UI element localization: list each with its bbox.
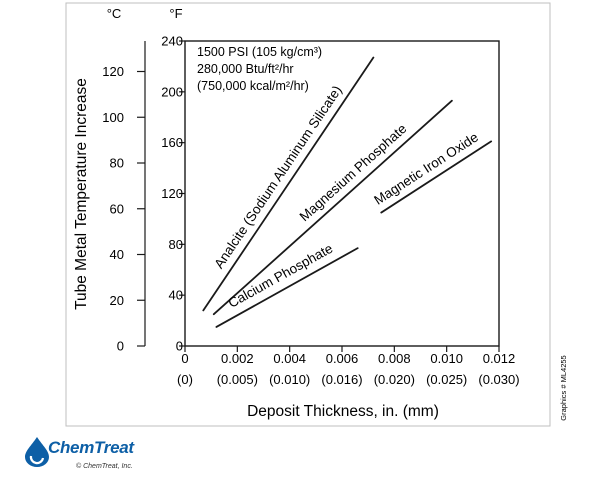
logo-name: ChemTreat — [48, 438, 134, 457]
x-tick-label-mm: (0.020) — [374, 372, 415, 387]
y-tick-label-f: 0 — [176, 339, 183, 354]
x-tick-label-in: 0.010 — [430, 351, 463, 366]
y-tick-label-f: 240 — [161, 34, 183, 49]
celsius-unit-label: °C — [107, 6, 122, 21]
series-line — [212, 99, 453, 316]
y-tick-label-f: 160 — [161, 135, 183, 150]
y-tick-label-c: 80 — [110, 156, 124, 171]
x-tick-label-in: 0 — [181, 351, 188, 366]
logo-drop-icon — [25, 437, 49, 467]
y-tick-label-c: 20 — [110, 293, 124, 308]
x-tick-label-mm: (0.025) — [426, 372, 467, 387]
x-tick-label-mm: (0.005) — [217, 372, 258, 387]
x-axis-title: Deposit Thickness, in. (mm) — [247, 403, 439, 420]
graphics-id-note: Graphics # ML4255 — [559, 355, 568, 420]
y-tick-label-c: 60 — [110, 201, 124, 216]
x-tick-label-in: 0.002 — [221, 351, 254, 366]
x-tick-label-in: 0.006 — [326, 351, 359, 366]
series-layer: Analcite (Sodium Aluminum Silicate)Magne… — [202, 56, 493, 328]
y-tick-label-f: 40 — [169, 288, 183, 303]
y-tick-label-c: 100 — [102, 110, 124, 125]
series-line — [202, 56, 375, 312]
x-tick-label-in: 0.008 — [378, 351, 411, 366]
series-line — [215, 247, 359, 328]
y-tick-label-f: 120 — [161, 186, 183, 201]
ticks-layer: 0 40 80 120 160 200 240 0 20 40 60 80 100 120 0 (0) 0.00… — [102, 34, 519, 388]
chemtreat-logo: ChemTreat © ChemTreat, Inc. — [22, 436, 172, 476]
y-tick-label-c: 40 — [110, 247, 124, 262]
annotation-line-2: 280,000 Btu/ft²/hr — [197, 62, 294, 76]
x-tick-label-mm: (0.010) — [269, 372, 310, 387]
y-tick-label-c: 0 — [117, 339, 124, 354]
y-axis-title: Tube Metal Temperature Increase — [73, 78, 90, 310]
y-tick-label-c: 120 — [102, 64, 124, 79]
y-tick-label-f: 200 — [161, 84, 183, 99]
fahrenheit-unit-label: °F — [169, 6, 182, 21]
annotation-line-3: (750,000 kcal/m²/hr) — [197, 79, 309, 93]
series-line — [380, 140, 493, 214]
x-tick-label-mm: (0) — [177, 372, 193, 387]
x-tick-label-in: 0.012 — [483, 351, 516, 366]
x-tick-label-in: 0.004 — [273, 351, 306, 366]
chart-frame — [65, 2, 551, 427]
x-tick-label-mm: (0.016) — [321, 372, 362, 387]
x-tick-label-mm: (0.030) — [478, 372, 519, 387]
logo-copyright: © ChemTreat, Inc. — [76, 463, 133, 470]
annotation-line-1: 1500 PSI (105 kg/cm³) — [197, 45, 322, 59]
y-tick-label-f: 80 — [169, 237, 183, 252]
